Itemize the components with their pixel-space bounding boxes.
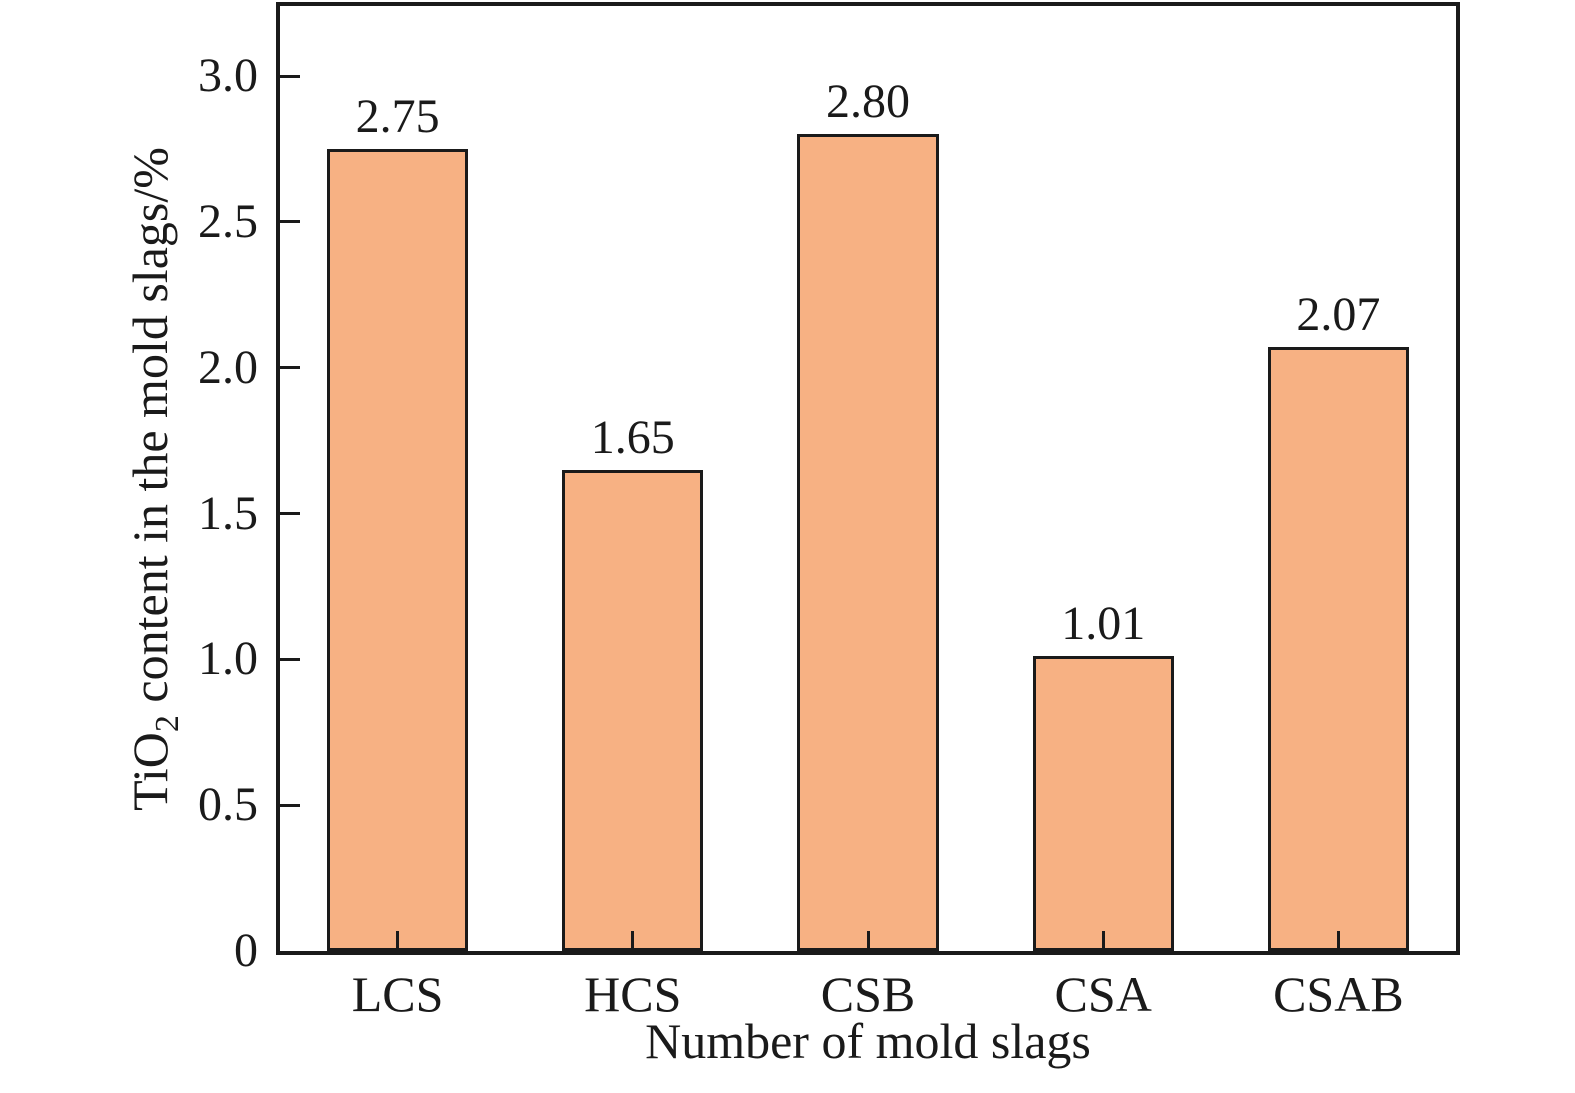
y-tick-label: 1.5 [198, 486, 258, 540]
y-tick-label: 2.5 [198, 194, 258, 248]
bar-csa [1032, 656, 1174, 951]
bar-hcs [562, 469, 704, 951]
y-tick [280, 366, 300, 370]
y-axis-label-suffix: content in the mold slags/% [122, 147, 178, 716]
bar-value-label: 2.75 [355, 89, 440, 143]
bar-value-label: 1.01 [1061, 597, 1146, 651]
y-tick [280, 657, 300, 661]
bar-lcs [327, 148, 469, 951]
y-tick [280, 74, 300, 78]
y-tick-label: 1.0 [198, 632, 258, 686]
bar-csab [1267, 347, 1409, 951]
bar-value-label: 2.07 [1296, 288, 1381, 342]
x-tick [396, 931, 400, 951]
x-tick-label: CSB [820, 966, 916, 1022]
bar-value-label: 1.65 [590, 410, 675, 464]
y-tick-label: 3.0 [198, 49, 258, 102]
y-axis-label-prefix: TiO [122, 732, 178, 811]
x-tick-label: HCS [584, 966, 682, 1022]
x-tick-label: LCS [351, 966, 444, 1022]
x-axis-label: Number of mold slags [645, 1013, 1091, 1069]
y-axis-label-subscript: 2 [149, 715, 186, 733]
y-tick-label: 2.0 [198, 340, 258, 394]
y-tick-label: 0 [234, 924, 258, 977]
bar-value-label: 2.80 [826, 75, 910, 129]
x-tick [866, 931, 870, 951]
plot-area [276, 2, 1460, 955]
y-tick [280, 220, 300, 224]
x-tick-label: CSA [1054, 966, 1152, 1022]
x-tick [631, 931, 635, 951]
x-tick-label: CSAB [1273, 966, 1404, 1022]
y-axis-label: TiO2 content in the mold slags/% [122, 147, 186, 811]
y-tick [280, 512, 300, 515]
y-tick [280, 803, 300, 807]
bar-csb [797, 134, 939, 951]
x-tick [1336, 931, 1340, 951]
y-tick-label: 0.5 [198, 778, 258, 832]
x-tick [1101, 931, 1105, 951]
